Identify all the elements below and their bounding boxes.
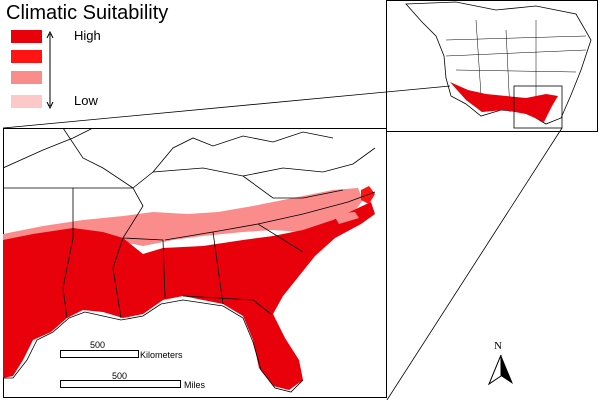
inset-suitability-zone [450,82,558,122]
scalebar-km-value: 500 [90,340,106,350]
legend-swatch-3 [11,71,42,84]
legend-swatch-2 [11,50,42,63]
north-arrow-icon [487,354,513,386]
state-borders [3,128,376,319]
inset-map [386,0,598,132]
legend-swatch-1 [11,30,42,43]
legend-low-label: Low [74,93,98,108]
legend-title: Climatic Suitability [6,2,169,24]
scalebar-mi [60,380,181,388]
legend-high-label: High [74,28,101,43]
scalebar-km [60,350,139,358]
coastline [3,299,304,393]
legend-arrow-icon [46,30,54,110]
north-label: N [494,340,502,352]
scalebar-mi-unit: Miles [184,380,206,390]
legend-swatch-4 [11,95,42,108]
scalebar-km-unit: Kilometers [140,350,183,360]
scalebar-mi-value: 500 [112,371,128,381]
